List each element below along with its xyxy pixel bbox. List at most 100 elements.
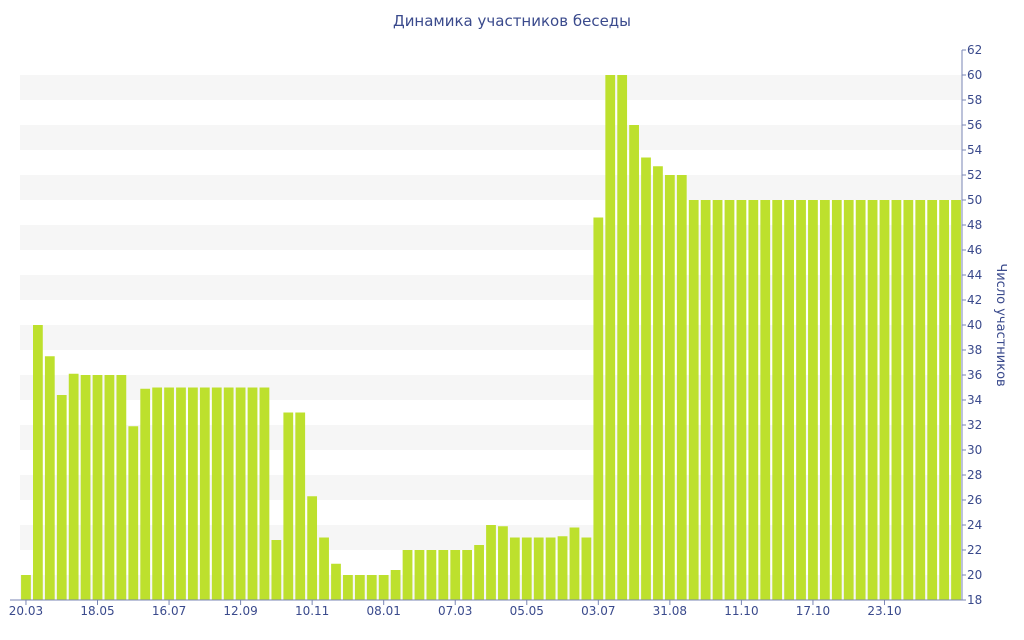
grid-band — [20, 125, 962, 150]
bar — [235, 387, 246, 600]
bar — [927, 200, 938, 600]
bar — [939, 200, 950, 600]
y-tick-label: 56 — [967, 118, 982, 132]
y-tick-label: 18 — [967, 593, 982, 607]
bar — [474, 545, 484, 600]
x-tick-label: 20.03 — [9, 604, 43, 618]
y-tick-label: 36 — [967, 368, 982, 382]
x-tick-label: 23.10 — [867, 604, 901, 618]
bar — [426, 550, 437, 600]
bar — [331, 563, 341, 600]
bar — [343, 575, 353, 600]
y-axis-label: Число участников — [993, 263, 1008, 386]
bar — [569, 527, 580, 600]
bar — [152, 387, 163, 600]
bar — [581, 537, 592, 600]
chart-title: Динамика участников беседы — [392, 12, 632, 30]
bar — [140, 388, 151, 600]
bar — [33, 325, 43, 600]
bar — [521, 537, 532, 600]
grid-band — [20, 75, 962, 100]
bar — [605, 75, 616, 600]
bar — [378, 575, 389, 600]
bar — [283, 412, 294, 600]
bar — [903, 200, 914, 600]
y-tick-label: 58 — [967, 93, 982, 107]
x-tick-label: 12.09 — [223, 604, 257, 618]
y-tick-label: 50 — [967, 193, 982, 207]
bar — [557, 536, 568, 600]
bar — [176, 387, 186, 600]
y-tick-label: 40 — [967, 318, 982, 332]
x-tick-label: 17.10 — [796, 604, 830, 618]
bar — [199, 387, 210, 600]
bar — [915, 200, 926, 600]
x-tick-label: 18.05 — [80, 604, 114, 618]
bar — [641, 157, 651, 600]
x-tick-label: 05.05 — [510, 604, 544, 618]
y-tick-label: 30 — [967, 443, 982, 457]
bar — [128, 426, 139, 600]
y-tick-label: 32 — [967, 418, 982, 432]
bar — [295, 412, 306, 600]
bar — [450, 550, 461, 600]
bar — [617, 75, 628, 600]
y-tick-label: 54 — [967, 143, 982, 157]
bar — [414, 550, 425, 600]
bar — [307, 496, 318, 600]
bar — [676, 175, 687, 600]
bar — [653, 166, 663, 600]
bar — [462, 550, 473, 600]
bar — [509, 537, 520, 600]
bar — [56, 395, 67, 600]
y-tick-label: 52 — [967, 168, 982, 182]
y-tick-label: 48 — [967, 218, 982, 232]
bar — [796, 200, 806, 600]
grid-band — [20, 175, 962, 200]
bar — [545, 537, 556, 600]
y-tick-label: 60 — [967, 68, 982, 82]
bar — [629, 125, 639, 600]
bar — [80, 375, 91, 600]
bar — [593, 217, 604, 600]
x-tick-label: 07.03 — [438, 604, 472, 618]
y-tick-label: 44 — [967, 268, 982, 282]
bar — [354, 575, 365, 600]
x-tick-label: 16.07 — [152, 604, 186, 618]
y-tick-label: 38 — [967, 343, 982, 357]
bar — [438, 550, 449, 600]
bar — [92, 375, 103, 600]
bar — [402, 550, 413, 600]
bar — [724, 200, 735, 600]
bar — [259, 387, 270, 600]
bar — [104, 375, 115, 600]
bar — [44, 356, 55, 600]
bar — [855, 200, 866, 600]
bars-group — [21, 75, 961, 600]
bar — [772, 200, 783, 600]
y-tick-label: 22 — [967, 543, 982, 557]
bar — [21, 575, 31, 600]
bar — [843, 200, 854, 600]
bar — [271, 540, 282, 600]
x-tick-label: 11.10 — [724, 604, 758, 618]
bar — [712, 200, 723, 600]
bar — [879, 200, 890, 600]
bar — [760, 200, 771, 600]
y-tick-label: 62 — [967, 43, 982, 57]
x-tick-label: 10.11 — [295, 604, 329, 618]
bar — [498, 526, 508, 600]
bar — [188, 387, 198, 600]
bar — [223, 387, 234, 600]
bar — [664, 175, 675, 600]
y-tick-label: 26 — [967, 493, 982, 507]
bar — [736, 200, 747, 600]
x-tick-label: 31.08 — [653, 604, 687, 618]
bar — [831, 200, 842, 600]
bar — [319, 537, 329, 600]
x-tick-label: 03.07 — [581, 604, 615, 618]
y-tick-label: 34 — [967, 393, 982, 407]
x-axis: 20.03 18.05 16.07 12.09 10.11 08.01 07.03 05.05… — [9, 599, 962, 618]
bar — [116, 375, 127, 600]
bar — [247, 387, 258, 600]
